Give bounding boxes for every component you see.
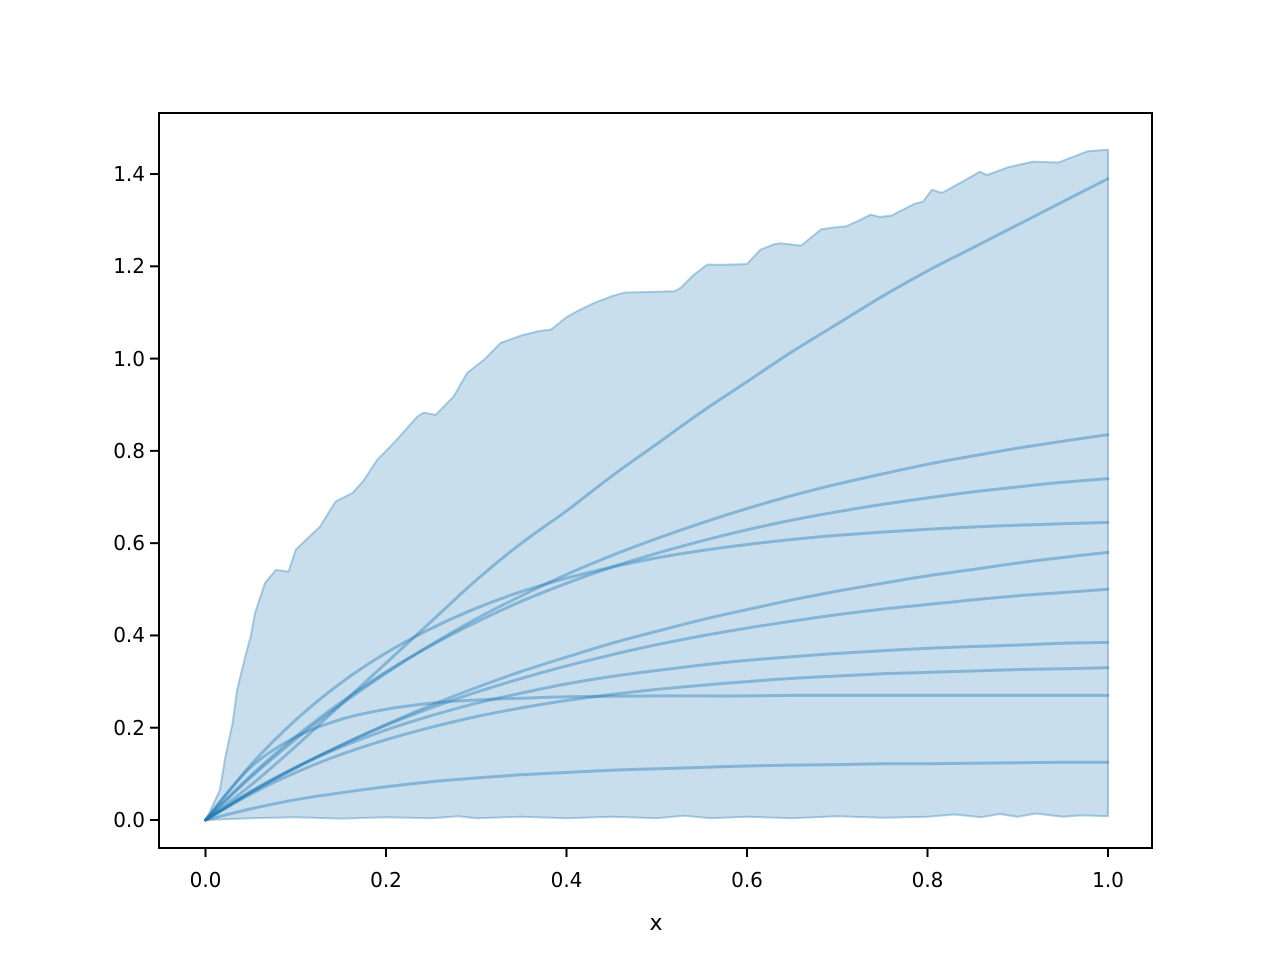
- sample-2-curve: [204, 433, 1110, 822]
- axes-spines: [158, 112, 1153, 849]
- y-tick-label: 0.0: [113, 808, 145, 832]
- y-tick-label: 0.6: [113, 531, 145, 556]
- x-tick-label: 0.4: [550, 868, 583, 892]
- sample-9-curve: [204, 693, 1110, 822]
- y-tick-label: 1.2: [113, 254, 145, 279]
- y-tick-label: 1.0: [113, 346, 145, 371]
- x-tick-label: 1.0: [1092, 868, 1124, 892]
- sample-1-curve: [204, 177, 1110, 822]
- y-tick-label: 0.4: [113, 623, 145, 648]
- sample-7-curve: [204, 640, 1110, 822]
- y-tick-label: 0.2: [113, 715, 145, 740]
- y-tick-label: 1.4: [113, 162, 145, 187]
- x-axis-label: x: [649, 911, 663, 936]
- sample-3-curve: [204, 477, 1110, 822]
- y-tick-label: 0.8: [113, 438, 145, 463]
- x-tick-label: 0.2: [370, 868, 402, 892]
- sample-4-curve: [204, 520, 1110, 822]
- sample-6-curve: [204, 587, 1110, 822]
- sample-5-curve: [204, 550, 1110, 822]
- min-max-envelope: [204, 148, 1109, 821]
- sample-10-curve: [204, 760, 1110, 822]
- sample-8-curve: [204, 666, 1110, 822]
- x-tick-label: 0.8: [911, 868, 944, 892]
- x-tick-label: 0.0: [189, 868, 222, 892]
- x-tick-label: 0.6: [731, 868, 763, 892]
